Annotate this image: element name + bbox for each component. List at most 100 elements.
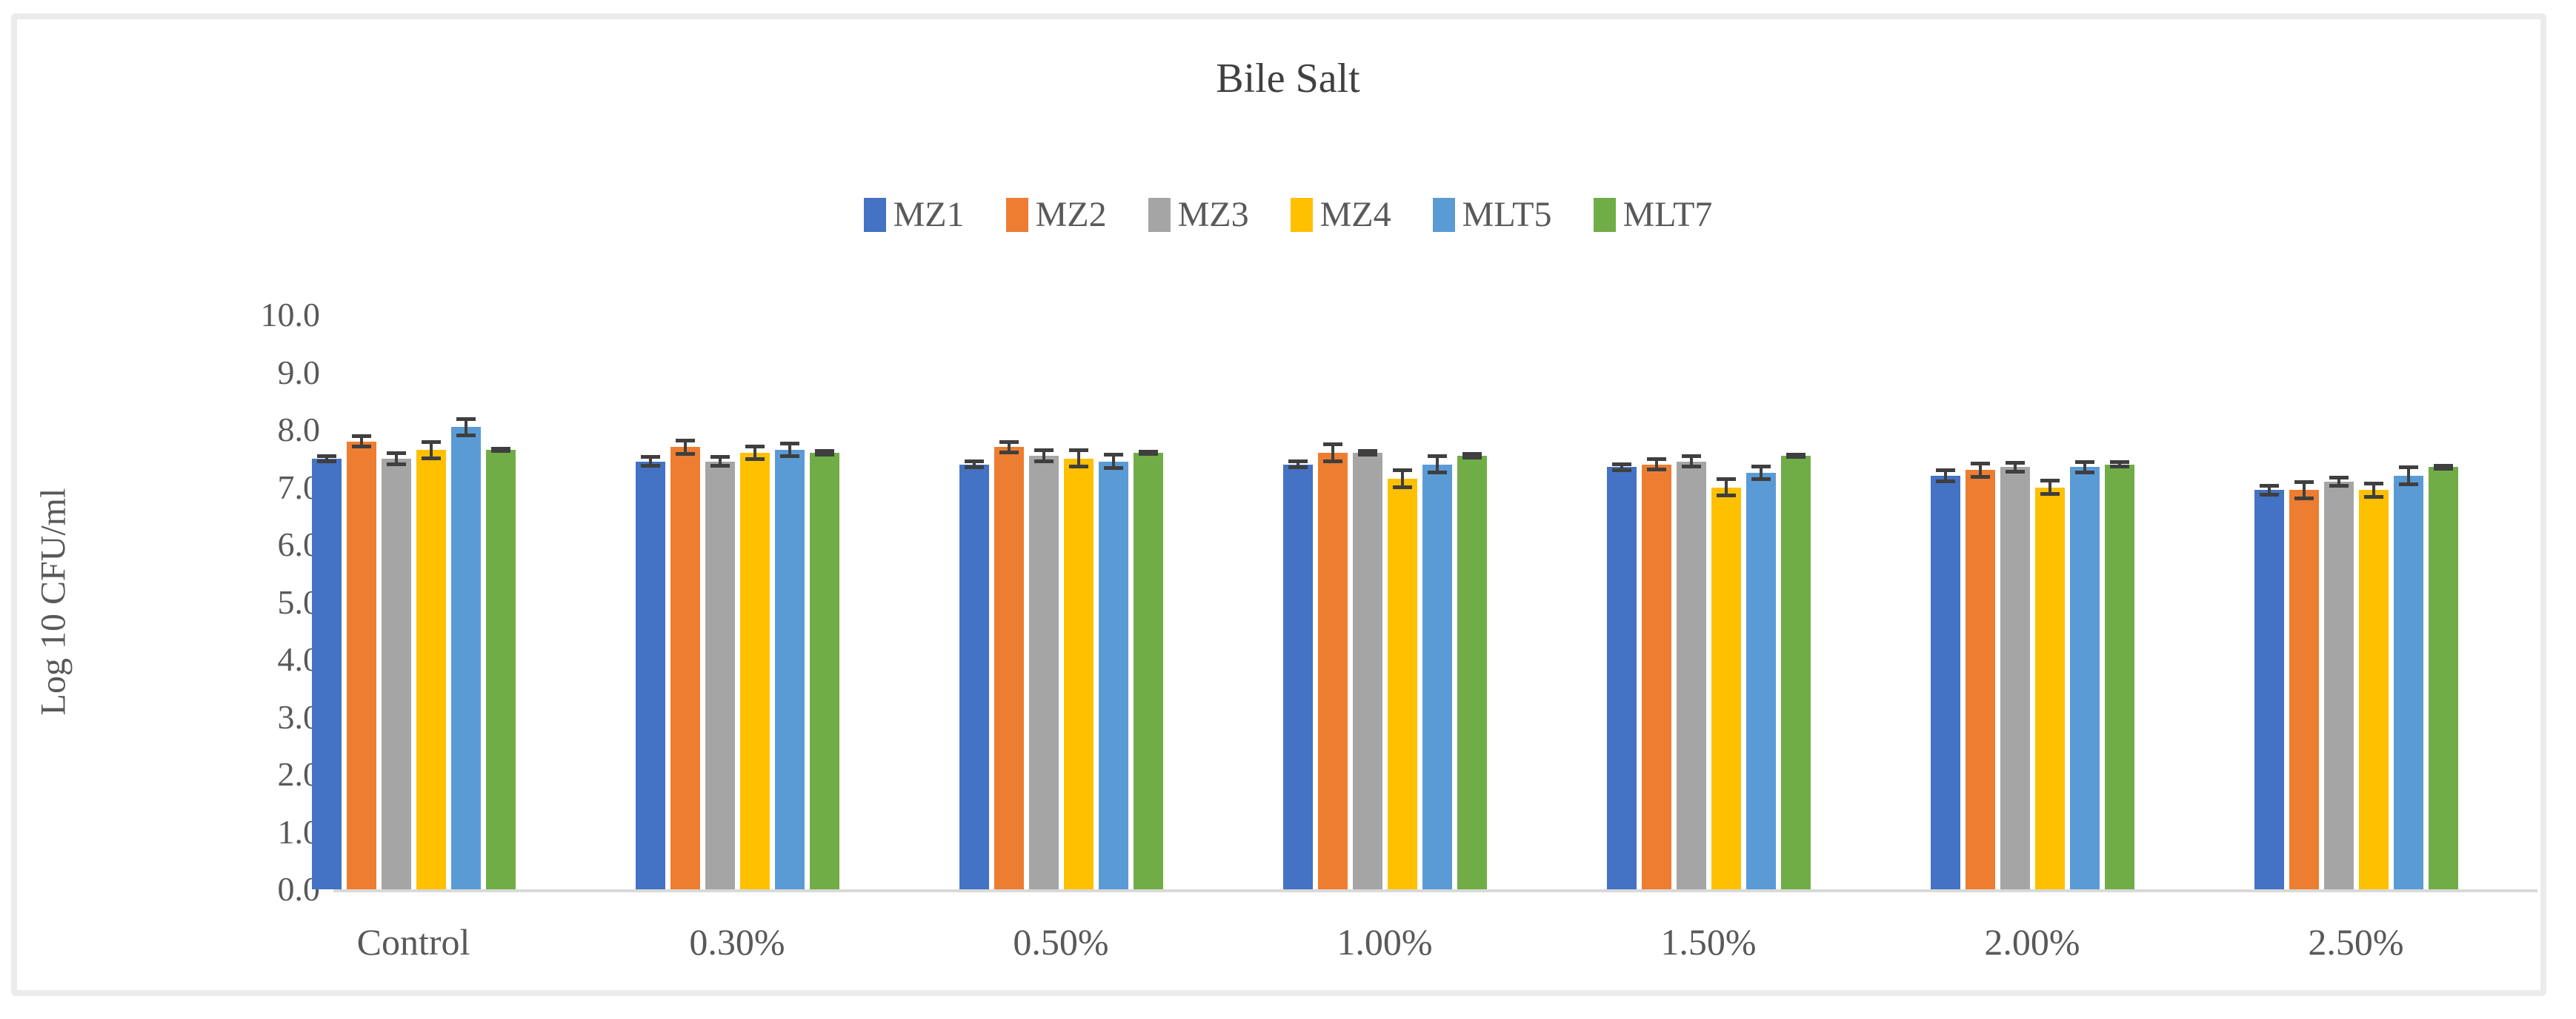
- error-bar: [822, 450, 826, 456]
- mlt5-legend-swatch-icon: [1432, 197, 1455, 232]
- error-bar: [1435, 455, 1439, 474]
- error-bar-cap: [386, 462, 406, 466]
- bar-mlt5-1.50%: [1745, 473, 1776, 889]
- error-bar-cap: [2433, 466, 2453, 471]
- mz3-legend-swatch-icon: [1148, 197, 1171, 232]
- x-category-label: 2.50%: [2308, 921, 2404, 963]
- error-bar: [2048, 480, 2051, 494]
- error-bar: [2337, 477, 2340, 486]
- error-bar: [1978, 462, 1982, 477]
- error-bar-cap: [2363, 494, 2383, 499]
- error-bar-cap: [745, 444, 765, 448]
- error-bar-cap: [779, 441, 799, 445]
- legend-item: MLT5: [1432, 194, 1552, 235]
- legend-item: MZ2: [1005, 194, 1107, 235]
- bar-mz1-0.30%: [635, 461, 665, 889]
- error-bar: [683, 439, 687, 454]
- error-bar-cap: [1970, 461, 1990, 465]
- legend-label: MZ4: [1319, 195, 1391, 234]
- error-bar: [394, 453, 398, 465]
- bar-mlt5-0.50%: [1098, 461, 1128, 889]
- error-bar: [1076, 450, 1080, 468]
- bar-mz2-0.30%: [670, 447, 700, 889]
- error-bar: [1620, 463, 1623, 471]
- bar-mlt5-control: [450, 427, 481, 889]
- legend-label: MLT5: [1462, 195, 1552, 234]
- bar-mz4-2.50%: [2358, 490, 2389, 889]
- bar-mz1-2.00%: [1930, 476, 1960, 889]
- error-bar: [1365, 450, 1369, 456]
- y-tick-label: 8.0: [277, 411, 321, 448]
- bar-mz1-1.50%: [1606, 467, 1637, 889]
- error-bar: [1943, 470, 1947, 482]
- error-bar-cap: [1462, 455, 1482, 459]
- legend-label: MZ1: [893, 195, 965, 234]
- error-bar-cap: [1716, 477, 1736, 481]
- error-bar-cap: [814, 448, 834, 453]
- error-bar: [1331, 444, 1334, 462]
- error-bar: [1689, 455, 1693, 468]
- error-bar-cap: [640, 455, 660, 459]
- error-bar: [1724, 478, 1728, 497]
- y-tick-label: 2.0: [277, 755, 321, 793]
- bar-mz1-0.50%: [959, 464, 989, 889]
- error-bar-cap: [2329, 483, 2349, 488]
- error-bar-cap: [1068, 448, 1088, 453]
- error-bar-cap: [2074, 471, 2094, 475]
- error-bar-cap: [2040, 479, 2060, 483]
- error-bar-cap: [964, 459, 984, 463]
- error-bar-cap: [1392, 485, 1412, 489]
- legend-item: MZ4: [1290, 194, 1391, 235]
- error-bar: [1007, 441, 1011, 453]
- error-bar-cap: [710, 463, 730, 468]
- bar-mlt7-1.00%: [1457, 455, 1487, 889]
- error-bar-cap: [814, 453, 834, 457]
- bar-mz2-control: [346, 441, 376, 889]
- error-bar-cap: [1716, 494, 1736, 498]
- bar-mz3-1.00%: [1352, 453, 1382, 889]
- error-bar-cap: [1103, 465, 1123, 470]
- bar-mz3-0.30%: [705, 461, 735, 889]
- error-bar-cap: [1681, 465, 1701, 469]
- error-bar-cap: [1646, 468, 1666, 472]
- chart-title: Bile Salt: [1216, 56, 1360, 102]
- error-bar-cap: [2109, 464, 2129, 468]
- bar-mz4-2.00%: [2034, 487, 2065, 889]
- y-tick-label: 1.0: [277, 812, 321, 851]
- error-bar-cap: [2398, 465, 2418, 470]
- legend-label: MZ2: [1035, 195, 1107, 234]
- error-bar-cap: [1034, 448, 1054, 453]
- error-bar: [1400, 470, 1404, 488]
- error-bar-cap: [1357, 453, 1377, 457]
- error-bar-cap: [964, 465, 984, 470]
- bar-mz3-control: [381, 458, 411, 889]
- bar-mz1-1.00%: [1282, 464, 1313, 889]
- error-bar-cap: [1681, 454, 1701, 458]
- error-bar-cap: [421, 456, 441, 460]
- error-bar-cap: [386, 451, 406, 455]
- error-bar-cap: [2040, 491, 2060, 496]
- y-tick-label: 3.0: [277, 697, 321, 736]
- error-bar-cap: [1357, 448, 1377, 453]
- y-tick-label: 9.0: [277, 353, 321, 391]
- error-bar-cap: [710, 455, 730, 459]
- error-bar: [429, 441, 433, 459]
- error-bar-cap: [1427, 454, 1447, 458]
- error-bar: [753, 445, 756, 460]
- error-bar-cap: [1138, 452, 1158, 457]
- mz1-legend-swatch-icon: [863, 197, 886, 232]
- bar-mz4-0.50%: [1063, 458, 1094, 889]
- error-bar-cap: [675, 438, 695, 442]
- bar-mz4-0.30%: [739, 453, 770, 889]
- x-category-label: 2.00%: [1984, 921, 2080, 963]
- error-bar-cap: [2433, 464, 2453, 468]
- error-bar: [325, 455, 328, 462]
- bar-mlt7-control: [485, 450, 516, 889]
- bar-mz3-2.00%: [2000, 467, 2030, 889]
- error-bar-cap: [2109, 460, 2129, 465]
- bar-mlt7-2.50%: [2428, 467, 2458, 889]
- legend-item: MZ1: [863, 194, 965, 235]
- error-bar: [2267, 485, 2271, 495]
- error-bar-cap: [421, 439, 441, 444]
